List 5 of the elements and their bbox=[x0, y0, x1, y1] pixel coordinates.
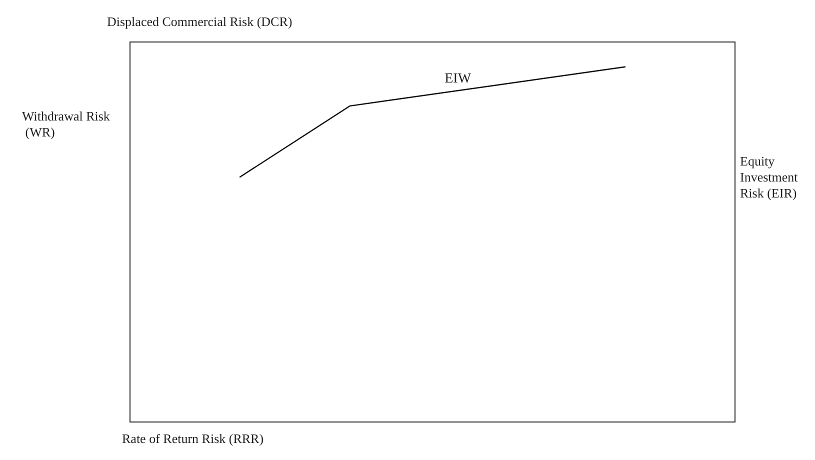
annotation: EIW bbox=[444, 72, 472, 86]
y2-axis-title: Equity Investment Risk (EIR) bbox=[740, 154, 802, 200]
chart-title: Displaced Commercial Risk (DCR) bbox=[107, 14, 292, 29]
y-axis-title: Withdrawal Risk (WR) bbox=[22, 108, 110, 140]
x-axis-title: Rate of Return Risk (RRR) bbox=[122, 431, 264, 446]
